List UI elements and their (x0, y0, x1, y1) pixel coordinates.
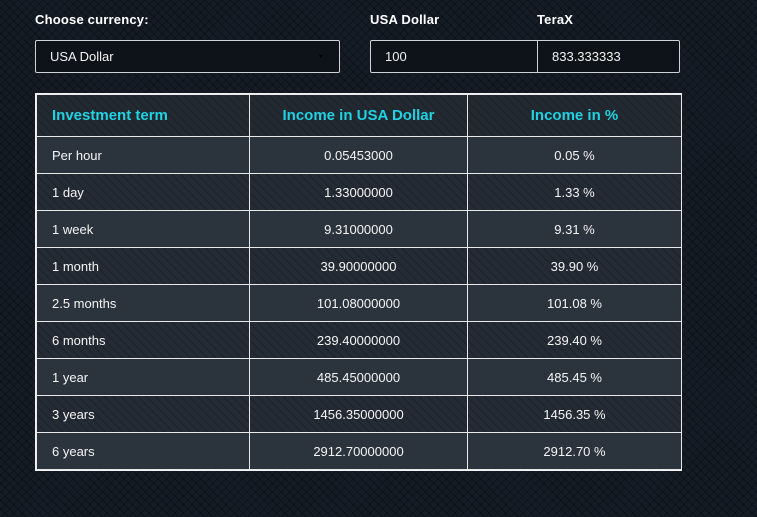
usd-amount-label: USA Dollar (370, 12, 440, 27)
table-header-row: Investment term Income in USA Dollar Inc… (36, 94, 682, 137)
income-usd-cell: 239.40000000 (249, 321, 468, 359)
choose-currency-label: Choose currency: (35, 12, 149, 27)
usd-amount-input[interactable] (371, 41, 538, 72)
income-pct-cell: 1456.35 % (467, 395, 682, 433)
table-row: 6 months 239.40000000 239.40 % (36, 321, 682, 359)
chevron-down-icon: ▼ (317, 51, 325, 61)
income-usd-cell: 39.90000000 (249, 247, 468, 285)
income-usd-cell: 0.05453000 (249, 136, 468, 174)
currency-select-value: USA Dollar (50, 49, 114, 64)
income-pct-cell: 239.40 % (467, 321, 682, 359)
header-income-usd: Income in USA Dollar (249, 94, 468, 137)
income-pct-cell: 485.45 % (467, 358, 682, 396)
income-pct-cell: 9.31 % (467, 210, 682, 248)
term-cell: 1 day (36, 173, 250, 211)
income-usd-cell: 101.08000000 (249, 284, 468, 322)
terax-amount-input[interactable] (538, 41, 742, 72)
table-row: 1 day 1.33000000 1.33 % (36, 173, 682, 211)
table-body: Per hour 0.05453000 0.05 % 1 day 1.33000000 1… (36, 136, 682, 470)
term-cell: 1 week (36, 210, 250, 248)
table-row: 1 year 485.45000000 485.45 % (36, 358, 682, 396)
income-table: Investment term Income in USA Dollar Inc… (36, 94, 682, 470)
table-row: Per hour 0.05453000 0.05 % (36, 136, 682, 174)
term-cell: 1 year (36, 358, 250, 396)
table-row: 6 years 2912.70000000 2912.70 % (36, 432, 682, 470)
income-pct-cell: 39.90 % (467, 247, 682, 285)
header-income-pct: Income in % (467, 94, 682, 137)
table-row: 1 month 39.90000000 39.90 % (36, 247, 682, 285)
income-table-wrapper: Investment term Income in USA Dollar Inc… (35, 93, 682, 471)
header-investment-term: Investment term (36, 94, 250, 137)
table-row: 1 week 9.31000000 9.31 % (36, 210, 682, 248)
income-usd-cell: 9.31000000 (249, 210, 468, 248)
income-pct-cell: 101.08 % (467, 284, 682, 322)
term-cell: 6 years (36, 432, 250, 470)
income-usd-cell: 485.45000000 (249, 358, 468, 396)
income-usd-cell: 1456.35000000 (249, 395, 468, 433)
term-cell: 3 years (36, 395, 250, 433)
term-cell: 1 month (36, 247, 250, 285)
income-usd-cell: 2912.70000000 (249, 432, 468, 470)
terax-amount-label: TeraX (537, 12, 574, 27)
term-cell: Per hour (36, 136, 250, 174)
income-pct-cell: 1.33 % (467, 173, 682, 211)
table-row: 3 years 1456.35000000 1456.35 % (36, 395, 682, 433)
income-pct-cell: 0.05 % (467, 136, 682, 174)
amount-input-group (370, 40, 742, 73)
income-pct-cell: 2912.70 % (467, 432, 682, 470)
income-usd-cell: 1.33000000 (249, 173, 468, 211)
term-cell: 2.5 months (36, 284, 250, 322)
currency-select[interactable]: USA Dollar ▼ (35, 40, 340, 73)
table-row: 2.5 months 101.08000000 101.08 % (36, 284, 682, 322)
term-cell: 6 months (36, 321, 250, 359)
